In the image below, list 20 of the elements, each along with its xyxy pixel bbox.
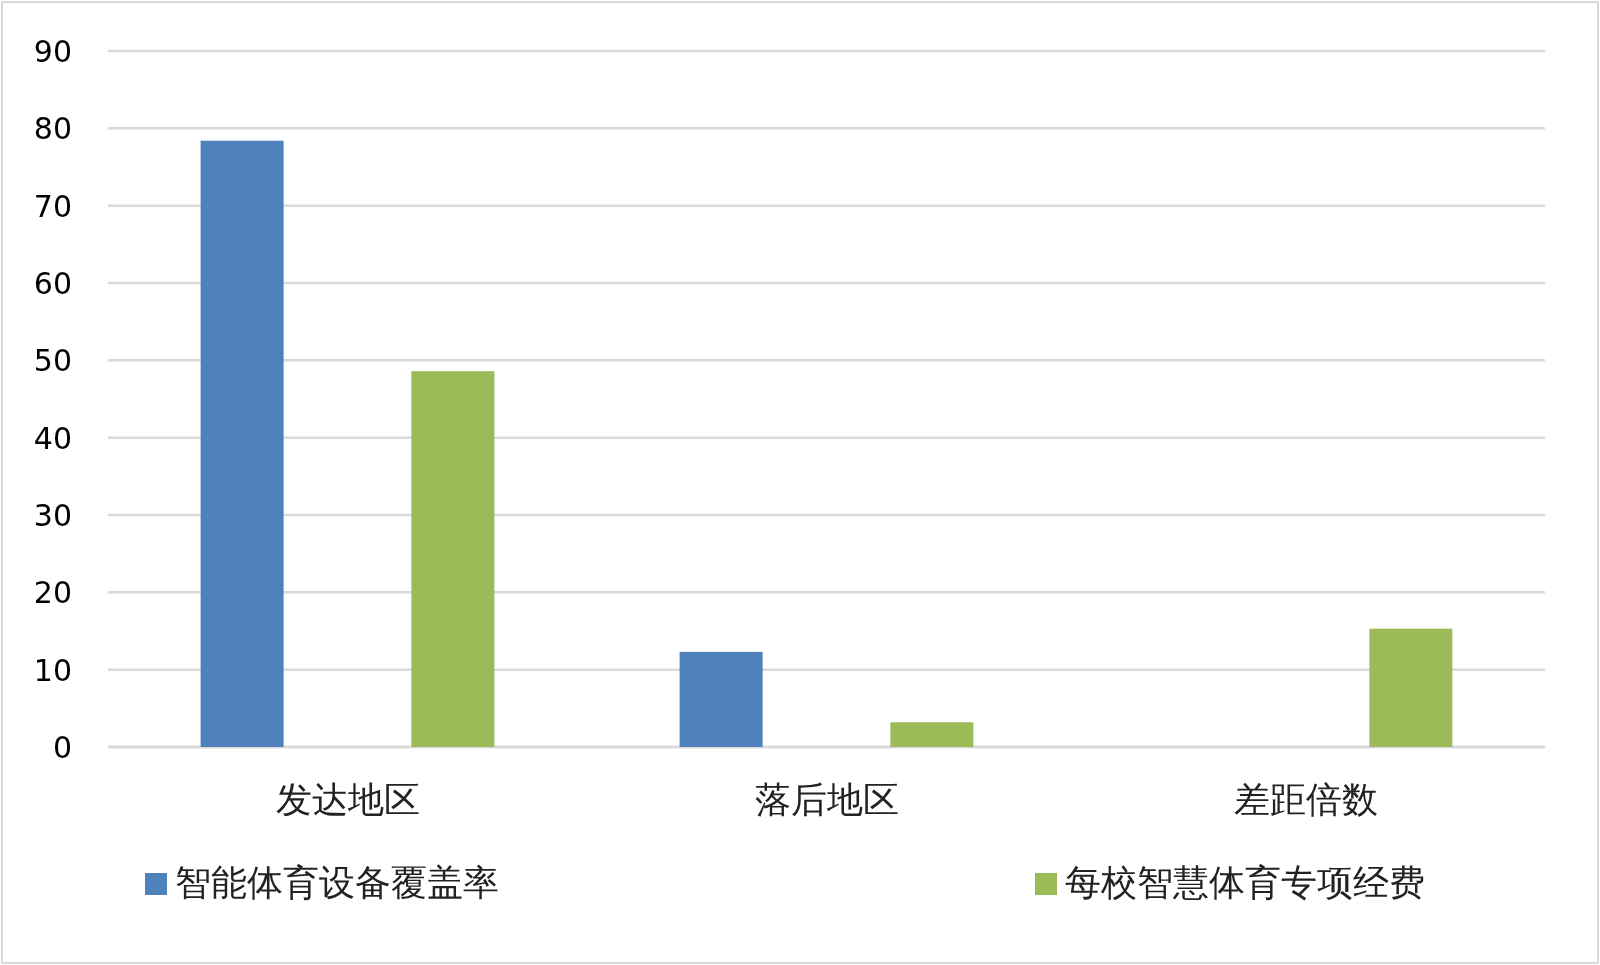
x-tick-label: 差距倍数: [1233, 779, 1378, 820]
y-tick-label: 90: [33, 34, 72, 69]
bar: [1369, 628, 1453, 747]
y-tick-label: 50: [33, 343, 72, 379]
y-tick-label: 70: [33, 188, 72, 224]
y-tick-label: 80: [33, 111, 72, 147]
bar: [200, 140, 284, 747]
bar: [679, 651, 763, 747]
bar: [890, 722, 974, 747]
y-tick-label: 30: [33, 498, 72, 533]
bar: [411, 371, 495, 747]
x-tick-label: 落后地区: [754, 779, 899, 820]
y-tick-label: 10: [33, 652, 72, 688]
legend-label: 智能体育设备覆盖率: [175, 862, 499, 903]
x-tick-label: 发达地区: [275, 779, 420, 820]
y-tick-label: 20: [33, 575, 72, 611]
y-tick-label: 40: [33, 420, 72, 456]
legend-label: 每校智慧体育专项经费: [1065, 862, 1425, 903]
y-tick-label: 60: [33, 266, 72, 301]
y-tick-label: 0: [52, 730, 72, 765]
